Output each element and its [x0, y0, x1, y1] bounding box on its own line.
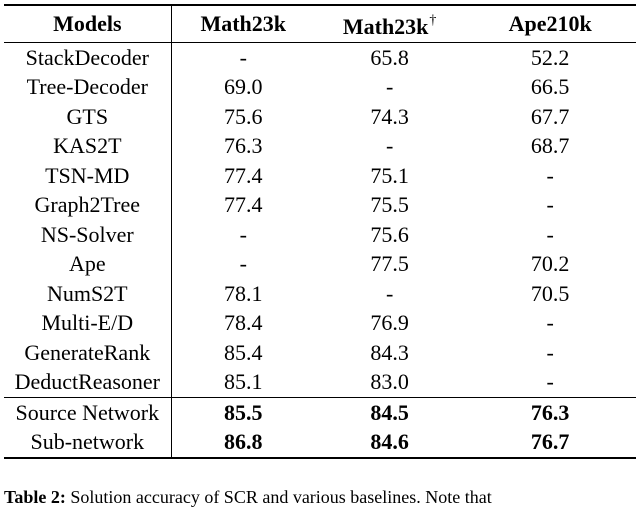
header-math23k: Math23k: [171, 5, 315, 43]
table-row: StackDecoder - 65.8 52.2: [4, 42, 636, 72]
table-row: KAS2T 76.3 - 68.7: [4, 131, 636, 161]
results-table: Models Math23k Math23k† Ape210k StackDec…: [4, 4, 636, 459]
math23k-cell: 77.4: [224, 162, 263, 188]
math23k-cell: 77.4: [224, 192, 263, 217]
math23k-dagger-cell: 77.5: [370, 251, 409, 276]
model-cell: Tree-Decoder: [4, 72, 172, 102]
table-row: TSN-MD 77.4 75.1 -: [4, 160, 636, 190]
ape210k-cell: 52.2: [530, 44, 570, 70]
math23k-dagger-cell: 83.0: [370, 369, 409, 394]
ape210k-cell: 66.5: [530, 74, 570, 99]
math23k-dagger-cell: 75.5: [370, 192, 409, 217]
math23k-dagger-cell: 75.6: [370, 221, 409, 247]
model-cell: Ape: [4, 249, 172, 279]
table-row: Ape - 77.5 70.2: [4, 249, 636, 279]
math23k-dagger-cell: 74.3: [370, 103, 409, 129]
model-cell: NumS2T: [4, 278, 172, 308]
header-ape210k: Ape210k: [464, 5, 636, 43]
math23k-cell: 85.1: [224, 369, 263, 394]
math23k-dagger-cell: 84.6: [314, 427, 465, 459]
math23k-cell: -: [239, 251, 247, 276]
math23k-dagger-cell: -: [385, 133, 394, 158]
math23k-cell: 69.0: [224, 74, 263, 99]
model-cell: KAS2T: [4, 131, 172, 161]
table-row: GenerateRank 85.4 84.3 -: [4, 337, 636, 367]
ape210k-cell: -: [546, 369, 554, 394]
dagger-mark: †: [429, 13, 437, 28]
table-header-row: Models Math23k Math23k† Ape210k: [4, 5, 636, 43]
caption-label: Table 2:: [4, 487, 66, 507]
math23k-dagger-cell: 76.9: [370, 310, 409, 335]
table-row: Multi-E/D 78.4 76.9 -: [4, 308, 636, 338]
math23k-dagger-cell: -: [385, 74, 394, 99]
math23k-cell: 85.4: [224, 339, 263, 365]
table-body: StackDecoder - 65.8 52.2 Tree-Decoder 69.0 - 66…: [4, 42, 636, 459]
table-row: Graph2Tree 77.4 75.5 -: [4, 190, 636, 220]
model-cell: Source Network: [4, 396, 172, 427]
table-row: Source Network 85.5 84.5 76.3: [4, 396, 636, 427]
math23k-cell: 78.1: [224, 280, 263, 306]
header-models: Models: [4, 5, 172, 43]
math23k-dagger-cell: -: [385, 280, 394, 306]
table-row: DeductReasoner 85.1 83.0 -: [4, 367, 636, 397]
table-caption: Table 2: Solution accuracy of SCR and va…: [4, 486, 640, 508]
math23k-dagger-cell: 84.5: [314, 396, 465, 427]
math23k-cell: 78.4: [224, 310, 263, 335]
ape210k-cell: -: [546, 310, 554, 335]
header-math23k-dagger-label: Math23k: [342, 14, 429, 39]
table-row: NS-Solver - 75.6 -: [4, 219, 636, 249]
model-cell: Graph2Tree: [4, 190, 172, 220]
model-cell: DeductReasoner: [4, 367, 172, 397]
ape210k-cell: -: [546, 162, 554, 188]
table-row: Sub-network 86.8 84.6 76.7: [4, 427, 636, 459]
ape210k-cell: 68.7: [530, 133, 570, 158]
model-cell: NS-Solver: [4, 219, 172, 249]
math23k-dagger-cell: 65.8: [370, 44, 409, 70]
math23k-cell: 85.5: [171, 396, 315, 427]
ape210k-cell: 76.7: [464, 427, 636, 459]
math23k-cell: 75.6: [224, 103, 263, 129]
ape210k-cell: -: [546, 192, 554, 217]
ape210k-cell: 76.3: [464, 396, 636, 427]
model-cell: GTS: [4, 101, 172, 131]
math23k-cell: -: [239, 221, 247, 247]
table-row: NumS2T 78.1 - 70.5: [4, 278, 636, 308]
table-row: GTS 75.6 74.3 67.7: [4, 101, 636, 131]
ape210k-cell: -: [546, 221, 554, 247]
model-cell: TSN-MD: [4, 160, 172, 190]
math23k-cell: 86.8: [171, 427, 315, 459]
ape210k-cell: 67.7: [530, 103, 570, 129]
model-cell: StackDecoder: [4, 42, 172, 72]
header-math23k-dagger: Math23k†: [314, 5, 465, 43]
math23k-dagger-cell: 75.1: [370, 162, 409, 188]
math23k-dagger-cell: 84.3: [370, 339, 409, 365]
caption-text: Solution accuracy of SCR and various bas…: [70, 487, 492, 507]
math23k-cell: -: [239, 44, 247, 70]
ape210k-cell: 70.2: [530, 251, 570, 276]
ape210k-cell: -: [546, 339, 554, 365]
ape210k-cell: 70.5: [530, 280, 570, 306]
model-cell: Multi-E/D: [4, 308, 172, 338]
table-row: Tree-Decoder 69.0 - 66.5: [4, 72, 636, 102]
model-cell: GenerateRank: [4, 337, 172, 367]
math23k-cell: 76.3: [224, 133, 263, 158]
model-cell: Sub-network: [4, 427, 172, 459]
